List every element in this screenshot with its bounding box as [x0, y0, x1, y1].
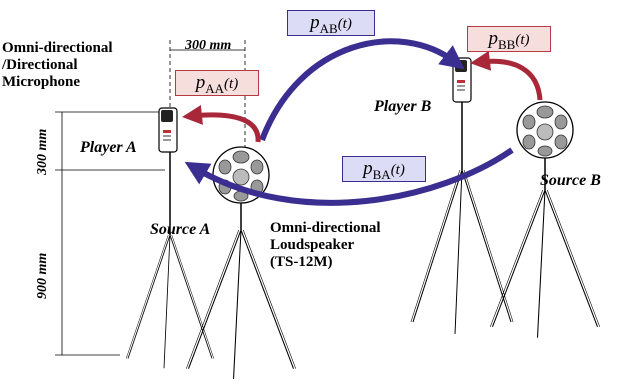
- path-symbol: p: [310, 12, 320, 33]
- path-label-pba: pBA(t): [342, 156, 426, 182]
- path-subscript: BA: [372, 166, 391, 182]
- path-subscript: AA: [205, 80, 225, 96]
- path-argument: (t): [390, 162, 405, 178]
- player-b-microphone-icon: [452, 57, 472, 103]
- arrow-pab: [259, 38, 465, 142]
- player-a-stand: [125, 150, 215, 369]
- path-argument: (t): [224, 76, 239, 92]
- loudspeaker-label: Omni-directional Loudspeaker (TS-12M): [270, 220, 381, 270]
- path-symbol: p: [195, 72, 206, 93]
- source-a-label: Source A: [150, 221, 211, 238]
- path-label-paa: pAA(t): [175, 70, 259, 96]
- path-symbol: p: [488, 28, 498, 49]
- dimension-300-top: 300 mm: [185, 38, 232, 53]
- source-b-label: Source B: [540, 172, 601, 189]
- source-b-stand: [489, 158, 601, 339]
- path-subscript: AB: [319, 20, 338, 36]
- path-label-pab: pAB(t): [287, 10, 375, 36]
- player-a-label: Player A: [80, 139, 137, 156]
- path-subscript: BB: [497, 36, 516, 52]
- path-label-pbb: pBB(t): [467, 26, 551, 52]
- arrow-paa: [182, 105, 261, 143]
- path-argument: (t): [515, 32, 530, 48]
- dimension-lines: [55, 40, 246, 356]
- player-a-microphone-icon: [158, 107, 178, 153]
- player-b-stand: [410, 98, 514, 335]
- microphone-label: Omni-directional /Directional Microphone: [2, 40, 113, 90]
- source-a-stand: [185, 200, 297, 381]
- path-argument: (t): [337, 16, 352, 32]
- dimension-300-side: 300 mm: [35, 128, 50, 175]
- player-b-label: Player B: [374, 98, 432, 115]
- path-symbol: p: [363, 158, 373, 179]
- dimension-900: 900 mm: [35, 252, 50, 299]
- arrow-pbb: [470, 50, 543, 101]
- source-b-loudspeaker-icon: [516, 101, 574, 159]
- arrow-pba: [184, 147, 514, 206]
